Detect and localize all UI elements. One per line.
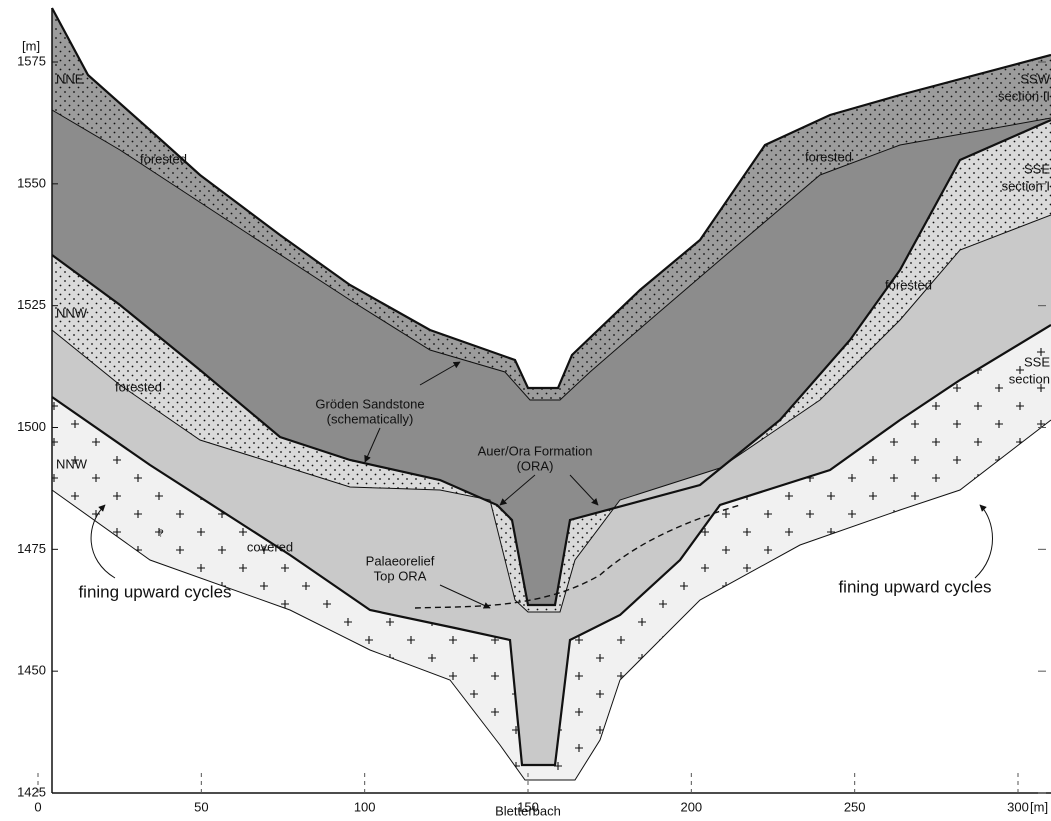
label: NNE bbox=[56, 71, 84, 86]
label: forested bbox=[140, 151, 187, 166]
label: SSE bbox=[1024, 354, 1050, 369]
label: Palaeorelief bbox=[366, 553, 435, 568]
label: SSE bbox=[1024, 161, 1050, 176]
label: SSW bbox=[1020, 71, 1050, 86]
label: section I bbox=[1002, 178, 1050, 193]
label: section II bbox=[998, 88, 1050, 103]
cross-section: 1425145014751500152515501575050100150200… bbox=[0, 0, 1051, 821]
label: (ORA) bbox=[517, 458, 554, 473]
label: fining upward cycles bbox=[78, 582, 231, 601]
label: Auer/Ora Formation bbox=[478, 443, 593, 458]
x-tick-label: 100 bbox=[354, 799, 376, 814]
y-unit: [m] bbox=[22, 38, 40, 53]
label: Gröden Sandstone bbox=[315, 396, 424, 411]
label: fining upward cycles bbox=[838, 577, 991, 596]
label: NNW bbox=[56, 456, 88, 471]
x-tick-label: 300 bbox=[1007, 799, 1029, 814]
x-tick-label: 200 bbox=[680, 799, 702, 814]
y-tick-label: 1475 bbox=[17, 541, 46, 556]
label: forested bbox=[805, 149, 852, 164]
label: forested bbox=[115, 379, 162, 394]
y-tick-label: 1425 bbox=[17, 784, 46, 799]
y-tick-label: 1525 bbox=[17, 297, 46, 312]
y-tick-label: 1500 bbox=[17, 419, 46, 434]
label: section bbox=[1009, 371, 1050, 386]
x-tick-label: 250 bbox=[844, 799, 866, 814]
label: Bletterbach bbox=[495, 803, 561, 818]
label: (schematically) bbox=[327, 411, 414, 426]
label: ? bbox=[158, 529, 164, 540]
x-unit: [m] bbox=[1030, 799, 1048, 814]
x-tick-label: 50 bbox=[194, 799, 208, 814]
y-tick-label: 1575 bbox=[17, 53, 46, 68]
label: Top ORA bbox=[374, 568, 427, 583]
arrow bbox=[975, 505, 993, 578]
label: covered bbox=[247, 539, 293, 554]
x-tick-label: 0 bbox=[34, 799, 41, 814]
label: forested bbox=[885, 277, 932, 292]
y-tick-label: 1450 bbox=[17, 663, 46, 678]
layers bbox=[52, 8, 1051, 780]
label: NNW bbox=[56, 305, 88, 320]
y-tick-label: 1550 bbox=[17, 175, 46, 190]
